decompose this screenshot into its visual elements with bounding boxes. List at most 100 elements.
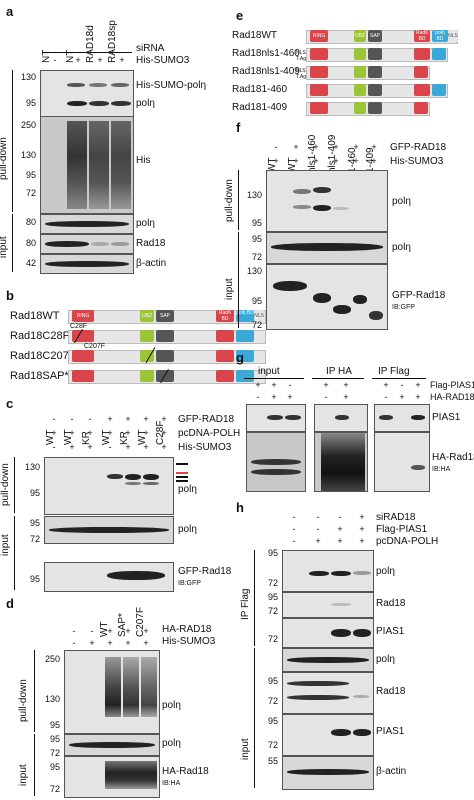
panel-a-sirna-label: siRNA — [136, 43, 165, 54]
panel-f-label-sub: IB:GFP — [392, 304, 415, 311]
panel-c-sign: - — [108, 442, 112, 452]
panel-b-letter: b — [6, 288, 14, 303]
panel-f-sign: + — [371, 156, 377, 166]
panel-g-group: input — [258, 366, 280, 377]
panel-a-mw: 72 — [25, 188, 36, 198]
panel-f-mw: 72 — [251, 252, 262, 262]
panel-e-construct — [306, 84, 466, 98]
panel-g-sign: - — [324, 392, 328, 402]
panel-d-sign: + — [143, 638, 149, 648]
panel-h-sign: - — [338, 512, 342, 522]
panel-h-sign: + — [337, 536, 343, 546]
panel-d-mw: 95 — [49, 734, 60, 744]
panel-a-blot-actin — [40, 254, 134, 274]
panel-c-row-label: His-SUMO3 — [178, 442, 232, 453]
panel-b-row-label: Rad18WT — [10, 310, 60, 322]
panel-b-construct — [68, 346, 266, 364]
panel-d-row-label: His-SUMO3 — [162, 636, 216, 647]
panel-h-label: polη — [376, 654, 395, 665]
panel-f-row-label: GFP-RAD18 — [390, 142, 447, 153]
panel-e-row-label: Rad181-460 — [232, 84, 288, 95]
panel-c-mw: 72 — [29, 534, 40, 544]
panel-g-sign: + — [399, 392, 405, 402]
panel-h-group-input: input — [240, 738, 251, 760]
panel-c-group-input: input — [0, 534, 11, 556]
panel-g-sign: + — [287, 392, 293, 402]
panel-g-group: IP Flag — [378, 366, 410, 377]
panel-b-construct — [68, 368, 266, 384]
panel-d-blot-ha — [64, 756, 160, 798]
panel-d-blot-input-poleta — [64, 734, 160, 756]
panel-c-sign: + — [107, 414, 113, 424]
panel-f-sign: + — [293, 156, 299, 166]
panel-e-construct: RING UBZ SAP Rad6 BD polη BD NLS — [306, 30, 466, 44]
panel-g-sign: + — [323, 380, 329, 390]
panel-h-blot-in-pias1 — [282, 714, 374, 756]
panel-c-marker-line — [176, 476, 188, 478]
panel-g-sign: + — [415, 392, 421, 402]
panel-g-row-label: Flag-PIAS1 — [430, 380, 474, 390]
panel-f-mw: 95 — [251, 218, 262, 228]
panel-c-sign: + — [125, 442, 131, 452]
panel-e-row-label: Rad18WT — [232, 30, 278, 41]
panel-h-sign: - — [316, 524, 320, 534]
panel-g-row-label: HA-RAD18 — [430, 392, 474, 402]
panel-a-mw: 130 — [20, 150, 36, 160]
panel-c-label: polη — [178, 524, 197, 535]
panel-c-label: GFP-Rad18 — [178, 566, 232, 577]
panel-b-row-label: Rad18C207F — [10, 350, 76, 362]
panel-d-letter: d — [6, 596, 14, 611]
panel-g-sign: + — [271, 380, 277, 390]
panel-d-sign: - — [90, 626, 94, 636]
panel-f-sign: + — [293, 142, 299, 152]
panel-c-sign: - — [52, 414, 56, 424]
panel-c-blot-input-poleta — [44, 516, 174, 544]
panel-d-mw: 72 — [49, 784, 60, 794]
panel-e-nls-tag: NLS T.Ag — [296, 50, 307, 62]
panel-f-pulldown-bracket — [238, 170, 239, 230]
panel-d-sign: + — [89, 638, 95, 648]
panel-h-mw: 72 — [267, 606, 278, 616]
panel-f-row-label: His-SUMO3 — [390, 156, 444, 167]
panel-a-label: His-SUMO-polη — [136, 80, 207, 91]
panel-a-blot-rad18 — [40, 234, 134, 254]
panel-a-pulldown-bracket — [12, 70, 13, 212]
panel-d-label-sub: IB:HA — [162, 780, 181, 787]
panel-d-mw: 95 — [49, 720, 60, 730]
panel-f-sign: + — [371, 142, 377, 152]
panel-h-row-label: pcDNA-POLH — [376, 536, 439, 547]
panel-g-letter: g — [236, 350, 244, 365]
panel-d-row-label: HA-RAD18 — [162, 624, 212, 635]
panel-h-label: PIAS1 — [376, 726, 405, 737]
panel-a-input-bracket — [12, 214, 13, 272]
panel-d-sign: + — [125, 626, 131, 636]
panel-d-sign: - — [72, 638, 76, 648]
panel-g-blot-pias1-input — [246, 404, 306, 432]
panel-f-sign: + — [353, 142, 359, 152]
panel-d-sign: + — [125, 638, 131, 648]
panel-a-mw: 130 — [20, 72, 36, 82]
panel-e-construct: NLS T.Ag — [296, 48, 466, 62]
panel-g-group: IP HA — [326, 366, 352, 377]
panel-f-mw: 95 — [251, 296, 262, 306]
panel-a-mw: 95 — [25, 98, 36, 108]
panel-c-sign: + — [143, 414, 149, 424]
panel-h-label: Rad18 — [376, 598, 406, 609]
panel-c-mw: 95 — [29, 488, 40, 498]
panel-g-blot-ha-ipflag — [374, 432, 430, 492]
panel-f-letter: f — [236, 120, 241, 135]
panel-g-sign: + — [343, 392, 349, 402]
panel-h-blot-ip-rad18 — [282, 592, 374, 618]
panel-a-label: polη — [136, 98, 155, 109]
panel-c-sign: + — [87, 442, 93, 452]
panel-b-construct: RING UBZ SAP Rad6 BD polη BD NLS — [68, 310, 266, 324]
panel-h-sign: + — [359, 536, 365, 546]
panel-e-row-label: Rad18nls1-460 — [232, 48, 300, 59]
panel-c-row-label: GFP-RAD18 — [178, 414, 235, 425]
panel-a-sign: + — [97, 55, 103, 65]
panel-d-input-bracket — [34, 734, 35, 796]
panel-h-sign: + — [359, 524, 365, 534]
panel-c-row-label: pcDNA-POLH — [178, 428, 241, 439]
panel-c-sign: + — [143, 442, 149, 452]
panel-b-row-label: Rad18SAP* — [10, 370, 69, 382]
